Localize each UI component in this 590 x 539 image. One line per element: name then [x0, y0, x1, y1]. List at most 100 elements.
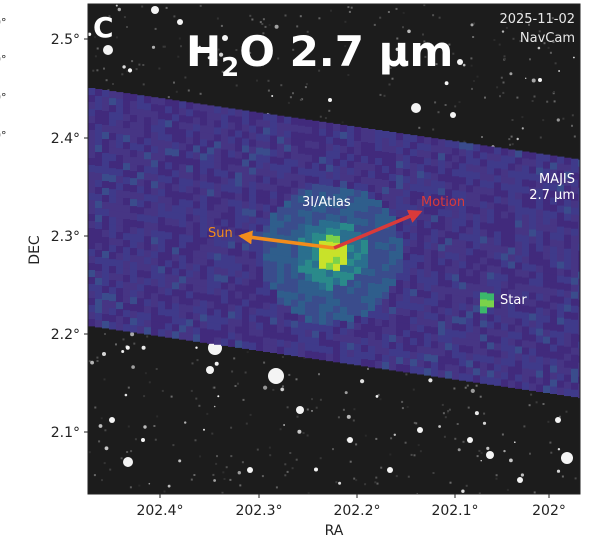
noise-grain	[295, 378, 298, 381]
strip-pixel	[137, 137, 145, 145]
strip-pixel	[508, 212, 516, 220]
strip-pixel	[319, 247, 327, 256]
strip-pixel	[151, 146, 159, 154]
strip-pixel	[494, 154, 502, 162]
noise-grain	[406, 406, 409, 408]
strip-pixel	[151, 223, 159, 231]
strip-pixel	[179, 276, 187, 284]
strip-pixel	[172, 289, 180, 297]
strip-pixel	[515, 171, 523, 179]
strip-pixel	[116, 134, 124, 142]
strip-pixel	[200, 300, 208, 308]
strip-pixel	[354, 203, 362, 212]
strip-pixel	[417, 171, 425, 179]
strip-pixel	[305, 126, 313, 135]
strip-pixel	[494, 343, 502, 351]
strip-pixel	[396, 266, 404, 274]
strip-pixel	[263, 239, 271, 247]
strip-pixel	[137, 144, 145, 152]
strip-pixel	[424, 298, 432, 306]
faint-star	[198, 45, 201, 48]
strip-pixel	[466, 185, 474, 193]
noise-grain	[470, 57, 473, 60]
strip-pixel	[333, 270, 341, 279]
strip-pixel	[452, 274, 460, 282]
strip-pixel	[88, 95, 96, 103]
noise-grain	[141, 5, 144, 8]
strip-pixel	[466, 157, 474, 165]
strip-pixel	[242, 131, 250, 139]
strip-pixel	[396, 224, 404, 232]
strip-pixel	[200, 265, 208, 273]
strip-pixel	[438, 321, 446, 329]
strip-pixel	[529, 362, 537, 370]
strip-pixel	[452, 316, 460, 324]
strip-pixel	[578, 187, 580, 196]
strip-pixel	[221, 331, 229, 339]
strip-pixel	[333, 228, 341, 237]
strip-pixel	[109, 322, 117, 330]
strip-pixel	[207, 329, 215, 337]
strip-pixel	[130, 227, 138, 235]
strip-pixel	[522, 179, 530, 187]
strip-pixel	[284, 193, 292, 202]
strip-pixel	[305, 280, 313, 289]
strip-pixel	[291, 236, 299, 245]
strip-pixel	[123, 170, 131, 178]
noise-grain	[531, 100, 534, 102]
strip-pixel	[431, 152, 439, 160]
noise-grain	[549, 51, 552, 54]
strip-pixel	[543, 280, 551, 288]
strip-pixel	[466, 360, 474, 368]
target-label: 3I/Atlas	[302, 195, 351, 210]
strip-pixel	[326, 339, 334, 348]
strip-pixel	[291, 117, 299, 126]
strip-pixel	[522, 221, 530, 229]
strip-pixel	[165, 274, 173, 282]
strip-pixel	[242, 222, 250, 230]
strip-pixel	[438, 188, 446, 196]
strip-pixel	[158, 287, 166, 295]
strip-pixel	[221, 135, 229, 143]
strip-pixel	[207, 119, 215, 127]
strip-pixel	[452, 372, 460, 380]
strip-pixel	[410, 219, 418, 227]
strip-pixel	[305, 350, 313, 359]
strip-pixel	[438, 363, 446, 371]
strip-pixel	[452, 337, 460, 345]
strip-pixel	[389, 314, 397, 322]
noise-grain	[144, 372, 147, 375]
strip-pixel	[459, 324, 467, 332]
strip-pixel	[403, 148, 411, 156]
strip-pixel	[270, 170, 278, 178]
strip-pixel	[109, 280, 117, 288]
strip-pixel	[95, 166, 103, 174]
strip-pixel	[312, 302, 320, 311]
strip-pixel	[172, 310, 180, 318]
strip-pixel	[123, 191, 131, 199]
strip-pixel	[88, 172, 96, 180]
strip-pixel	[249, 314, 257, 322]
strip-pixel	[459, 142, 467, 150]
strip-pixel	[326, 185, 334, 194]
strip-pixel	[396, 189, 404, 197]
strip-pixel	[193, 285, 201, 293]
observation-date: 2025-11-02	[499, 12, 575, 27]
noise-grain	[415, 422, 418, 425]
strip-pixel	[410, 254, 418, 262]
noise-grain	[115, 343, 117, 346]
strip-pixel	[550, 246, 558, 254]
strip-pixel	[438, 223, 446, 231]
strip-pixel	[123, 128, 131, 136]
strip-pixel	[109, 217, 117, 225]
strip-pixel	[95, 313, 103, 321]
strip-pixel	[340, 166, 348, 175]
strip-pixel	[431, 257, 439, 265]
strip-pixel	[270, 254, 278, 262]
strip-pixel	[543, 371, 551, 379]
strip-pixel	[109, 231, 117, 239]
strip-pixel	[354, 210, 362, 219]
strip-pixel	[459, 282, 467, 290]
strip-pixel	[431, 362, 439, 370]
strip-pixel	[263, 155, 271, 163]
